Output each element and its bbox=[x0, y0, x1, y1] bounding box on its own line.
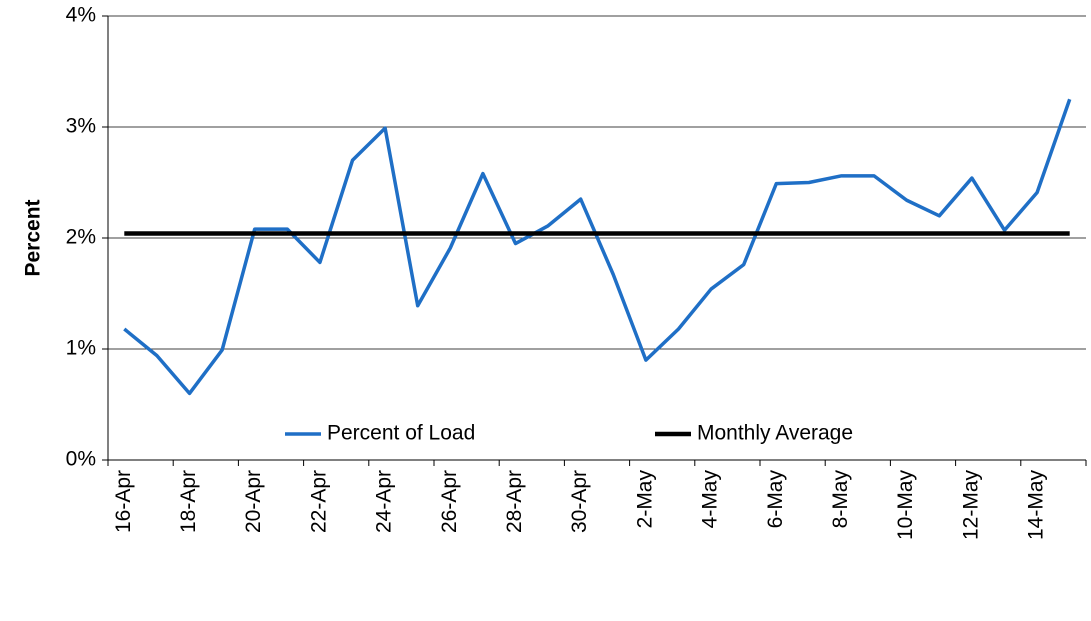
x-tick-label: 26-Apr bbox=[438, 470, 461, 533]
x-tick-label: 22-Apr bbox=[307, 470, 330, 533]
x-tick-label: 10-May bbox=[894, 470, 917, 541]
series-line bbox=[123, 98, 1072, 396]
y-tick-label: 1% bbox=[66, 337, 96, 360]
x-tick-label: 12-May bbox=[959, 470, 982, 541]
y-tick-label: 2% bbox=[66, 226, 96, 249]
y-tick-label: 3% bbox=[66, 115, 96, 138]
x-tick-label: 20-Apr bbox=[242, 470, 265, 533]
x-tick-label: 18-Apr bbox=[177, 470, 200, 533]
x-tick-label: 8-May bbox=[829, 470, 852, 529]
x-tick-label: 2-May bbox=[633, 470, 656, 529]
x-tick-label: 6-May bbox=[764, 470, 787, 529]
y-axis-label: Percent bbox=[22, 199, 45, 276]
x-tick-label: 30-Apr bbox=[568, 470, 591, 533]
x-tick-label: 28-Apr bbox=[503, 470, 526, 533]
legend-label: Monthly Average bbox=[697, 422, 853, 445]
y-tick-label: 4% bbox=[66, 4, 96, 27]
x-tick-label: 24-Apr bbox=[373, 470, 396, 533]
x-tick-label: 14-May bbox=[1025, 470, 1048, 541]
x-tick-label: 4-May bbox=[699, 470, 722, 529]
x-tick-label: 16-Apr bbox=[112, 470, 135, 533]
y-tick-label: 0% bbox=[66, 448, 96, 471]
legend-label: Percent of Load bbox=[327, 422, 475, 445]
